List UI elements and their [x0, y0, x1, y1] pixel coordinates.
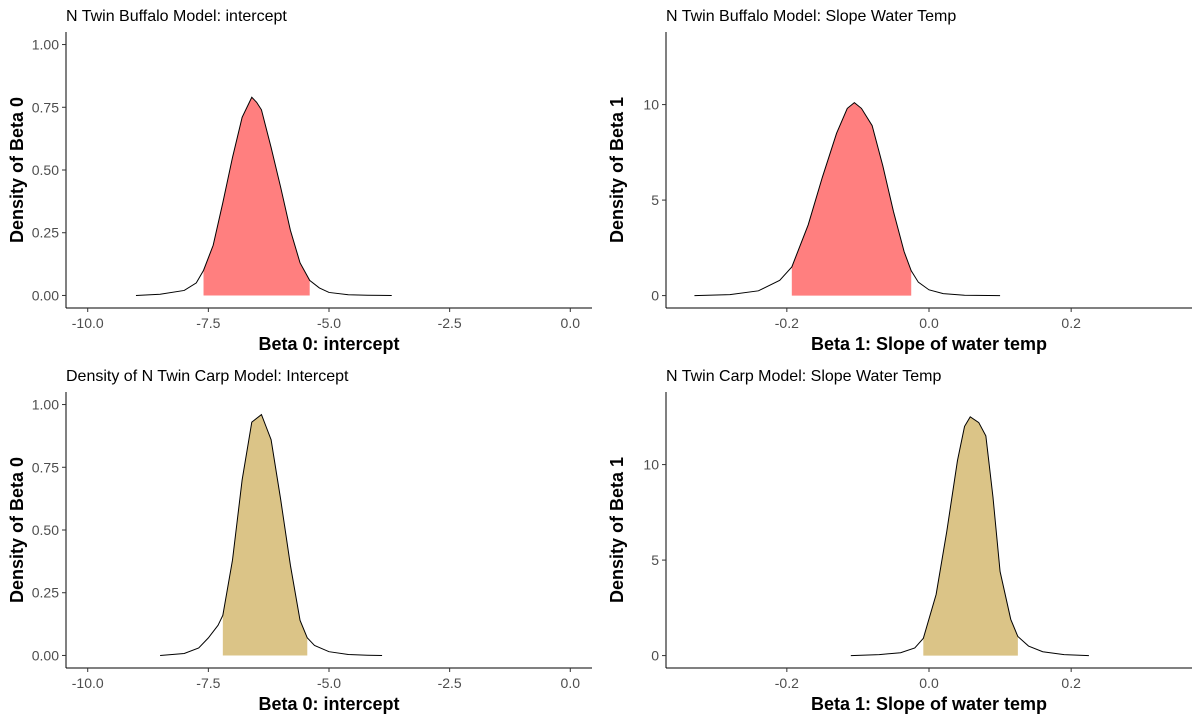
- shaded-interval-area: [791, 102, 912, 296]
- y-tick-label: 1.00: [32, 37, 59, 53]
- x-tick-label: 0.0: [919, 675, 939, 691]
- shaded-interval-area: [222, 414, 308, 656]
- y-tick-label: 0.00: [32, 647, 59, 663]
- y-tick-label: 5: [651, 192, 659, 208]
- x-tick-label: 0.2: [1061, 315, 1081, 331]
- x-tick-label: -2.5: [438, 315, 462, 331]
- y-tick-label: 0.50: [32, 522, 59, 538]
- chart-buffalo-slope: N Twin Buffalo Model: Slope Water Temp -0…: [607, 8, 1192, 354]
- chart-title: N Twin Buffalo Model: Slope Water Temp: [666, 8, 956, 25]
- density-line: [850, 416, 1089, 657]
- shaded-interval-area: [923, 416, 1018, 656]
- y-tick-label: 0.50: [32, 162, 59, 178]
- x-tick-label: 0.0: [561, 675, 581, 691]
- x-tick-label: -0.2: [775, 315, 799, 331]
- y-tick-label: 0.75: [32, 459, 59, 475]
- chart-title: N Twin Buffalo Model: intercept: [66, 8, 287, 25]
- panel-carp-slope: N Twin Carp Model: Slope Water Temp -0.2 0…: [600, 360, 1200, 720]
- y-axis-title: Density of Beta 1: [607, 457, 627, 603]
- y-tick-label: 5: [651, 552, 659, 568]
- y-tick-label: 0: [651, 288, 659, 304]
- y-axis-title: Density of Beta 0: [7, 97, 27, 243]
- y-axis-title: Density of Beta 0: [7, 457, 27, 603]
- chart-carp-intercept: Density of N Twin Carp Model: Intercept -…: [7, 368, 592, 714]
- x-tick-label: -10.0: [72, 675, 104, 691]
- x-tick-label: -10.0: [72, 315, 104, 331]
- x-tick-label: 0.0: [561, 315, 581, 331]
- x-tick-label: -2.5: [438, 675, 462, 691]
- y-tick-label: 0.75: [32, 99, 59, 115]
- chart-title: N Twin Carp Model: Slope Water Temp: [666, 368, 941, 385]
- x-axis-title: Beta 1: Slope of water temp: [811, 694, 1047, 714]
- chart-buffalo-intercept: N Twin Buffalo Model: intercept -10.0 -7.5…: [7, 8, 592, 354]
- x-axis-title: Beta 0: intercept: [258, 694, 399, 714]
- chart-title: Density of N Twin Carp Model: Intercept: [66, 368, 349, 385]
- x-tick-label: 0.2: [1061, 675, 1081, 691]
- density-line: [160, 413, 383, 656]
- y-tick-label: 1.00: [32, 397, 59, 413]
- x-axis-title: Beta 1: Slope of water temp: [811, 334, 1047, 354]
- density-line: [694, 102, 1001, 297]
- x-tick-label: -5.0: [317, 315, 341, 331]
- x-tick-label: -7.5: [196, 315, 220, 331]
- panel-carp-intercept: Density of N Twin Carp Model: Intercept -…: [0, 360, 600, 720]
- x-tick-label: 0.0: [919, 315, 939, 331]
- x-axis-title: Beta 0: intercept: [258, 334, 399, 354]
- x-tick-label: -7.5: [196, 675, 220, 691]
- x-tick-label: -0.2: [775, 675, 799, 691]
- y-tick-label: 0.00: [32, 287, 59, 303]
- chart-carp-slope: N Twin Carp Model: Slope Water Temp -0.2 0…: [607, 368, 1192, 714]
- panel-buffalo-intercept: N Twin Buffalo Model: intercept -10.0 -7.5…: [0, 0, 600, 360]
- y-tick-label: 10: [643, 97, 659, 113]
- y-tick-label: 0.25: [32, 225, 59, 241]
- shaded-interval-area: [203, 97, 310, 296]
- density-line: [135, 96, 392, 296]
- y-tick-label: 0.25: [32, 585, 59, 601]
- y-axis-title: Density of Beta 1: [607, 97, 627, 243]
- y-tick-label: 10: [643, 457, 659, 473]
- x-tick-label: -5.0: [317, 675, 341, 691]
- panel-buffalo-slope: N Twin Buffalo Model: Slope Water Temp -0…: [600, 0, 1200, 360]
- y-tick-label: 0: [651, 648, 659, 664]
